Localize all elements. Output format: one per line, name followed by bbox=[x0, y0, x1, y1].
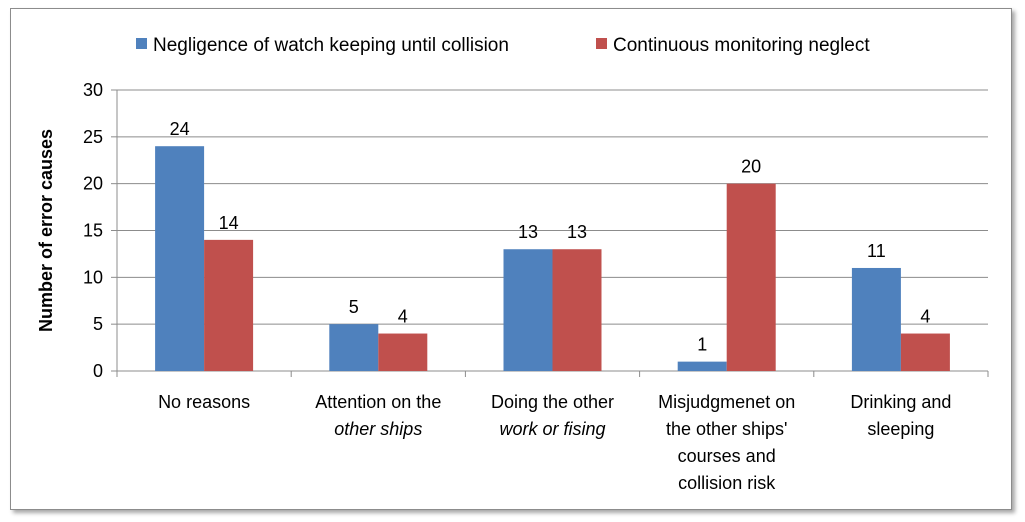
category-label: Drinking and bbox=[850, 392, 951, 412]
data-label: 24 bbox=[170, 119, 190, 139]
data-label: 4 bbox=[920, 307, 930, 327]
y-tick-label: 20 bbox=[83, 174, 103, 194]
category-label: sleeping bbox=[867, 419, 934, 439]
category-label: courses and bbox=[678, 446, 776, 466]
category-label: work or fising bbox=[499, 419, 605, 439]
y-tick-label: 10 bbox=[83, 267, 103, 287]
y-axis-title: Number of error causes bbox=[36, 129, 56, 332]
data-label: 20 bbox=[741, 157, 761, 177]
data-label: 13 bbox=[567, 222, 587, 242]
data-label: 14 bbox=[219, 213, 239, 233]
legend-label: Continuous monitoring neglect bbox=[613, 35, 870, 56]
category-label: collision risk bbox=[678, 473, 776, 493]
bar bbox=[378, 333, 428, 371]
y-tick-label: 5 bbox=[93, 314, 103, 334]
bar bbox=[677, 361, 727, 371]
grid-lines bbox=[117, 89, 988, 325]
category-labels: No reasons Attention on the other ships Doi… bbox=[158, 392, 951, 493]
category-label: the other ships' bbox=[666, 419, 788, 439]
data-label: 13 bbox=[518, 222, 538, 242]
legend: Negligence of watch keeping until collis… bbox=[136, 35, 870, 56]
category-label: Attention on the bbox=[315, 392, 441, 412]
y-tick-label: 25 bbox=[83, 127, 103, 147]
legend-swatch bbox=[136, 38, 147, 49]
data-label: 4 bbox=[398, 307, 408, 327]
bar bbox=[726, 183, 776, 371]
bar bbox=[329, 324, 379, 371]
data-label: 1 bbox=[697, 335, 707, 355]
bar bbox=[204, 239, 254, 371]
category-label: other ships bbox=[334, 419, 422, 439]
data-label: 5 bbox=[349, 297, 359, 317]
legend-label: Negligence of watch keeping until collis… bbox=[153, 35, 509, 56]
category-label: Misjudgmenet on bbox=[658, 392, 795, 412]
bar bbox=[900, 333, 950, 371]
bars bbox=[155, 146, 950, 371]
y-tick-label: 30 bbox=[83, 80, 103, 100]
bar bbox=[155, 146, 205, 371]
data-label: 11 bbox=[867, 241, 886, 261]
y-tick-label: 15 bbox=[83, 221, 103, 241]
bar bbox=[851, 267, 901, 371]
data-labels: 24 14 5 4 13 13 1 20 11 4 bbox=[170, 119, 931, 354]
bar bbox=[503, 249, 553, 371]
y-tick-label: 0 bbox=[93, 361, 103, 381]
category-label: Doing the other bbox=[491, 392, 614, 412]
category-label: No reasons bbox=[158, 392, 250, 412]
legend-swatch bbox=[596, 38, 607, 49]
bar bbox=[552, 249, 602, 371]
